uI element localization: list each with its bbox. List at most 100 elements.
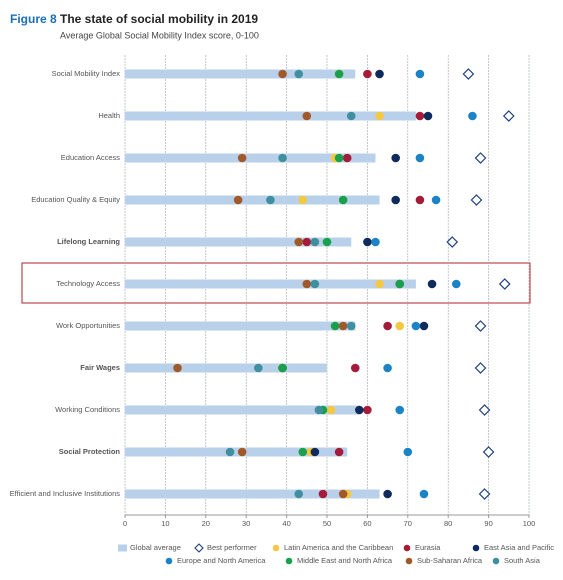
- dot: [395, 405, 405, 415]
- legend-label: Middle East and North Africa: [297, 556, 393, 565]
- dot: [411, 321, 421, 331]
- dot: [415, 195, 425, 205]
- dot: [302, 237, 312, 247]
- diamond: [478, 488, 491, 500]
- dot: [451, 279, 461, 289]
- dot: [330, 321, 340, 331]
- dot: [431, 195, 441, 205]
- legend-swatch: [165, 557, 173, 565]
- dot: [334, 69, 344, 79]
- y-tick-label: Social Mobility Index: [52, 69, 121, 78]
- x-tick-label: 10: [161, 519, 169, 528]
- bar: [125, 489, 380, 499]
- y-tick-label: Education Access: [61, 153, 120, 162]
- highlight-box: [21, 262, 531, 304]
- dot: [415, 111, 425, 121]
- dot: [326, 405, 336, 415]
- dot: [310, 447, 320, 457]
- dot: [254, 363, 263, 373]
- bar: [125, 237, 352, 247]
- dot: [383, 489, 392, 499]
- bar: [125, 153, 376, 163]
- legend-swatch: [472, 544, 480, 552]
- dot: [395, 321, 405, 331]
- legend-label: Latin America and the Caribbean: [284, 543, 393, 552]
- bar: [125, 447, 348, 457]
- dot: [278, 69, 287, 79]
- dot: [383, 321, 392, 331]
- figure-label: Figure 8: [10, 12, 57, 26]
- y-tick-label: Fair Wages: [80, 363, 120, 372]
- dot: [314, 405, 324, 415]
- chart-subtitle: Average Global Social Mobility Index sco…: [60, 30, 259, 40]
- y-tick-label: Technology Access: [56, 279, 120, 288]
- x-tick-label: 90: [484, 519, 492, 528]
- dot: [468, 111, 477, 121]
- dot: [363, 237, 372, 247]
- x-tick-label: 100: [523, 519, 536, 528]
- dot: [355, 405, 364, 415]
- legend-label: Eurasia: [415, 543, 441, 552]
- dot: [375, 111, 384, 121]
- y-tick-label: Work Opportunities: [56, 321, 120, 330]
- dot: [334, 447, 344, 457]
- dot: [383, 363, 392, 373]
- y-tick-label: Working Conditions: [55, 405, 120, 414]
- dot: [375, 279, 384, 289]
- dot: [173, 363, 182, 373]
- dot: [237, 447, 247, 457]
- legend-label: South Asia: [504, 556, 541, 565]
- diamond: [462, 68, 475, 80]
- dot: [278, 153, 287, 163]
- x-tick-label: 60: [363, 519, 371, 528]
- y-tick-label: Efficient and Inclusive Institutions: [10, 489, 121, 498]
- dot: [342, 153, 352, 163]
- diamond: [502, 110, 515, 122]
- dot: [225, 447, 235, 457]
- legend-label: Global average: [130, 543, 181, 552]
- bar: [125, 363, 327, 373]
- dot: [294, 69, 304, 79]
- dot: [302, 111, 312, 121]
- x-tick-label: 50: [323, 519, 331, 528]
- dot: [266, 195, 275, 205]
- dot: [310, 279, 320, 289]
- dot: [363, 69, 372, 79]
- dot: [298, 195, 308, 205]
- bar: [125, 111, 416, 121]
- legend-label: East Asia and Pacific: [484, 543, 554, 552]
- diamond: [474, 152, 487, 164]
- bar: [125, 321, 356, 331]
- y-tick-label: Health: [98, 111, 120, 120]
- dot: [375, 69, 384, 79]
- x-tick-label: 0: [123, 519, 127, 528]
- x-tick-label: 70: [404, 519, 412, 528]
- legend-swatch: [405, 557, 413, 565]
- legend-label: Sub-Saharan Africa: [417, 556, 483, 565]
- diamond: [498, 278, 511, 290]
- bar: [125, 195, 380, 205]
- dot: [415, 153, 425, 163]
- bar: [125, 405, 360, 415]
- dot: [318, 489, 328, 499]
- dot: [395, 279, 405, 289]
- x-tick-label: 80: [444, 519, 452, 528]
- dot: [233, 195, 243, 205]
- dot: [427, 279, 437, 289]
- x-tick-label: 40: [282, 519, 290, 528]
- diamond: [478, 404, 491, 416]
- dot: [338, 489, 348, 499]
- legend-swatch: [118, 544, 127, 552]
- diamond: [482, 446, 495, 458]
- bar: [125, 279, 416, 289]
- dot: [363, 405, 372, 415]
- dot: [419, 489, 429, 499]
- dot: [338, 195, 348, 205]
- y-tick-label: Education Quality & Equity: [31, 195, 120, 204]
- bar: [125, 69, 356, 79]
- dot: [346, 111, 356, 121]
- dot: [294, 237, 304, 247]
- dot: [391, 195, 400, 205]
- x-tick-label: 20: [202, 519, 210, 528]
